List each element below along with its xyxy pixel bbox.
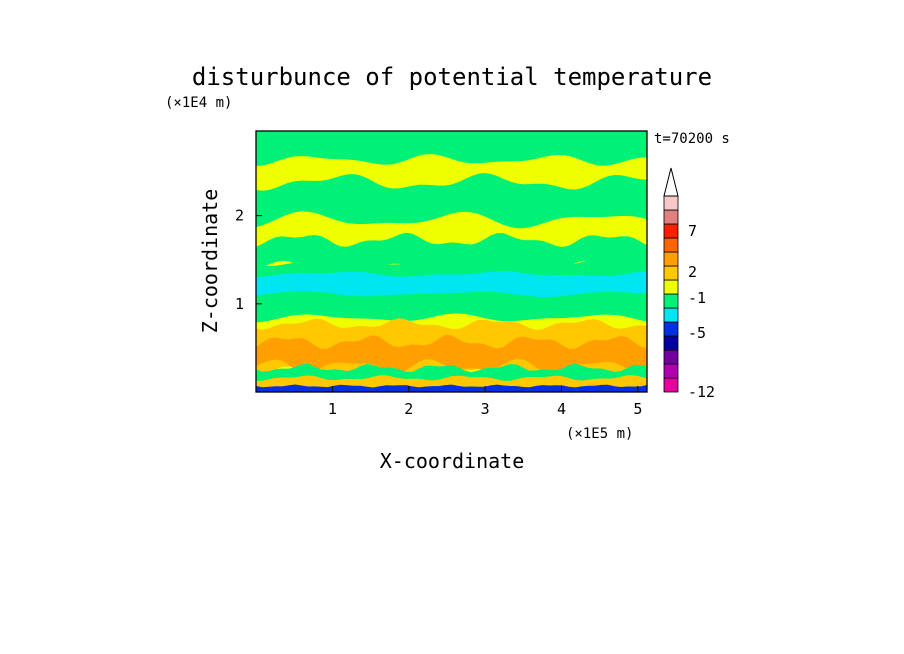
y-tick-label: 1 [235, 295, 244, 313]
colorbar-swatch [663, 195, 679, 211]
colorbar-label: 7 [688, 222, 697, 240]
y-axis: 12 [235, 207, 262, 313]
x-tick-label: 1 [328, 400, 337, 418]
band-cool-top [256, 131, 647, 166]
colorbar-swatch [663, 349, 679, 365]
colorbar-swatch [663, 251, 679, 267]
x-tick-label: 3 [481, 400, 490, 418]
colorbar-label: -12 [688, 383, 715, 401]
colorbar-swatch [663, 209, 679, 225]
colorbar-extend-arrow [663, 167, 679, 197]
colorbar-label: 2 [688, 263, 697, 281]
colorbar-swatch [663, 293, 679, 309]
time-label: t=70200 s [654, 131, 730, 147]
contour-bands [256, 131, 647, 392]
colorbar-label: -5 [688, 324, 706, 342]
colorbar-swatch [663, 321, 679, 337]
y-axis-label: Z-coordinate [198, 189, 222, 334]
band-cold-bottom [256, 384, 647, 392]
colorbar-swatch [663, 307, 679, 323]
x-unit-label: (×1E5 m) [566, 426, 633, 442]
colorbar-swatch [663, 335, 679, 351]
band-cool-upper [256, 173, 647, 229]
x-tick-label: 5 [633, 400, 642, 418]
chart-title: disturbunce of potential temperature [192, 63, 712, 91]
y-unit-label: (×1E4 m) [165, 95, 232, 111]
x-axis-label: X-coordinate [380, 449, 525, 473]
colorbar: 7 2 -1 -5 -12 [663, 167, 715, 401]
plot-frame [255, 130, 648, 393]
band-cold [256, 271, 647, 297]
x-axis: 1 2 3 4 5 [328, 386, 642, 418]
colorbar-swatch [663, 265, 679, 281]
band-warmer-low [256, 335, 647, 374]
colorbar-swatch [663, 377, 679, 393]
colorbar-swatch [663, 223, 679, 239]
x-tick-label: 2 [404, 400, 413, 418]
y-tick-label: 2 [235, 207, 244, 225]
colorbar-label: -1 [688, 289, 706, 307]
colorbar-swatch [663, 279, 679, 295]
colorbar-swatch [663, 237, 679, 253]
x-tick-label: 4 [557, 400, 566, 418]
plot-area [256, 131, 647, 392]
colorbar-swatch [663, 363, 679, 379]
